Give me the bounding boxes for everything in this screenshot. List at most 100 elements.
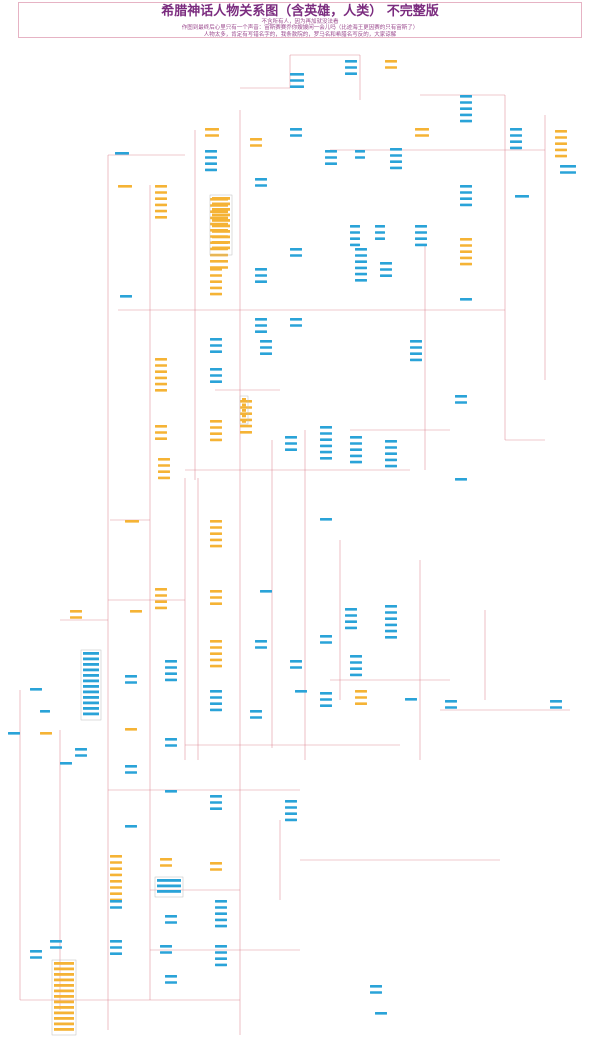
person-node-orange (210, 274, 222, 277)
person-node-orange (210, 286, 222, 290)
person-node-blue (410, 358, 422, 362)
person-node-blue (215, 951, 227, 954)
person-node-blue (455, 478, 467, 481)
person-node-orange (155, 437, 167, 440)
person-node-blue (515, 195, 529, 198)
person-node-blue (125, 681, 137, 684)
person-node-blue (110, 906, 122, 909)
person-node-blue (355, 272, 367, 276)
person-node-blue (345, 614, 357, 617)
person-node-blue (205, 168, 217, 172)
person-node-orange (210, 420, 222, 423)
group-item (83, 657, 99, 661)
person-node-orange (155, 216, 167, 219)
person-node-orange (210, 520, 222, 523)
person-node-blue (345, 620, 357, 623)
person-node-orange (205, 134, 219, 137)
person-node-blue (30, 956, 42, 959)
person-node-blue (285, 448, 297, 451)
person-node-blue (210, 801, 222, 804)
group-item (83, 663, 99, 666)
person-node-blue (355, 248, 367, 251)
person-node-blue (255, 324, 267, 327)
person-node-orange (110, 892, 122, 895)
person-node-orange (460, 256, 472, 260)
person-node-blue (405, 698, 417, 701)
person-node-orange (240, 431, 252, 434)
person-node-orange (210, 438, 222, 442)
person-node-blue (320, 698, 332, 701)
person-node-blue (210, 368, 222, 371)
person-node-blue (215, 963, 227, 967)
person-node-blue (345, 626, 357, 630)
group-item (212, 197, 230, 200)
person-node-orange (355, 690, 367, 693)
group-item (242, 414, 246, 418)
group-item (54, 978, 74, 982)
group-item (212, 202, 230, 206)
person-node-orange (210, 432, 222, 435)
person-node-orange (125, 728, 137, 731)
person-node-blue (460, 107, 472, 110)
person-node-blue (290, 73, 304, 76)
person-node-orange (160, 864, 172, 867)
person-node-blue (350, 436, 362, 439)
person-node-blue (385, 464, 397, 468)
person-node-blue (210, 350, 222, 353)
group-item (212, 230, 230, 233)
person-node-blue (460, 185, 472, 188)
person-node-blue (460, 101, 472, 104)
person-node-blue (210, 696, 222, 699)
person-node-blue (320, 457, 332, 460)
person-node-blue (125, 765, 137, 768)
person-node-blue (375, 231, 385, 234)
person-node-orange (555, 136, 567, 139)
person-node-blue (255, 640, 267, 643)
person-node-blue (290, 660, 302, 663)
group-item (242, 398, 246, 401)
person-node-blue (8, 732, 20, 735)
person-node-blue (415, 237, 427, 240)
person-node-blue (345, 72, 357, 75)
person-node-blue (115, 152, 129, 155)
person-node-blue (255, 274, 267, 277)
person-node-blue (510, 134, 522, 137)
group-item (83, 690, 99, 694)
group-item (54, 1028, 74, 1031)
person-node-blue (160, 951, 172, 954)
person-node-blue (455, 401, 467, 404)
person-node-orange (118, 185, 132, 188)
person-node-orange (555, 154, 567, 158)
person-node-blue (355, 156, 365, 159)
person-node-blue (165, 666, 177, 669)
group-item (242, 420, 246, 423)
person-node-blue (350, 655, 362, 658)
person-node-blue (290, 79, 304, 82)
person-node-blue (285, 442, 297, 445)
person-node-blue (210, 344, 222, 347)
note-line-2: 作图到最终后心里只有一个声音：宙斯赛赛乔你嫂嫂闲一会儿吗（比迹海王更因赛的只有宙… (181, 25, 419, 32)
group-item (54, 989, 74, 993)
person-node-blue (380, 262, 392, 265)
person-node-blue (350, 661, 362, 664)
group-item (54, 1022, 74, 1026)
person-node-blue (415, 243, 427, 247)
person-node-orange (155, 185, 167, 188)
person-node-orange (210, 268, 222, 271)
person-node-orange (158, 464, 170, 467)
person-node-orange (210, 538, 222, 542)
person-node-blue (260, 352, 272, 355)
person-node-orange (385, 66, 397, 69)
person-node-orange (110, 861, 122, 864)
group-item (157, 879, 181, 882)
person-node-blue (255, 268, 267, 271)
title-banner: 希腊神话人物关系图（含英雄，人类） 不完整版 不含所有人，因为再加就没法看 作图… (18, 2, 582, 38)
person-node-orange (210, 280, 222, 283)
person-node-orange (155, 364, 167, 367)
person-node-blue (390, 154, 402, 157)
group-item (212, 219, 230, 222)
person-node-blue (355, 266, 367, 270)
group-item (54, 984, 74, 987)
group-frame (154, 876, 184, 898)
person-node-orange (155, 358, 167, 361)
